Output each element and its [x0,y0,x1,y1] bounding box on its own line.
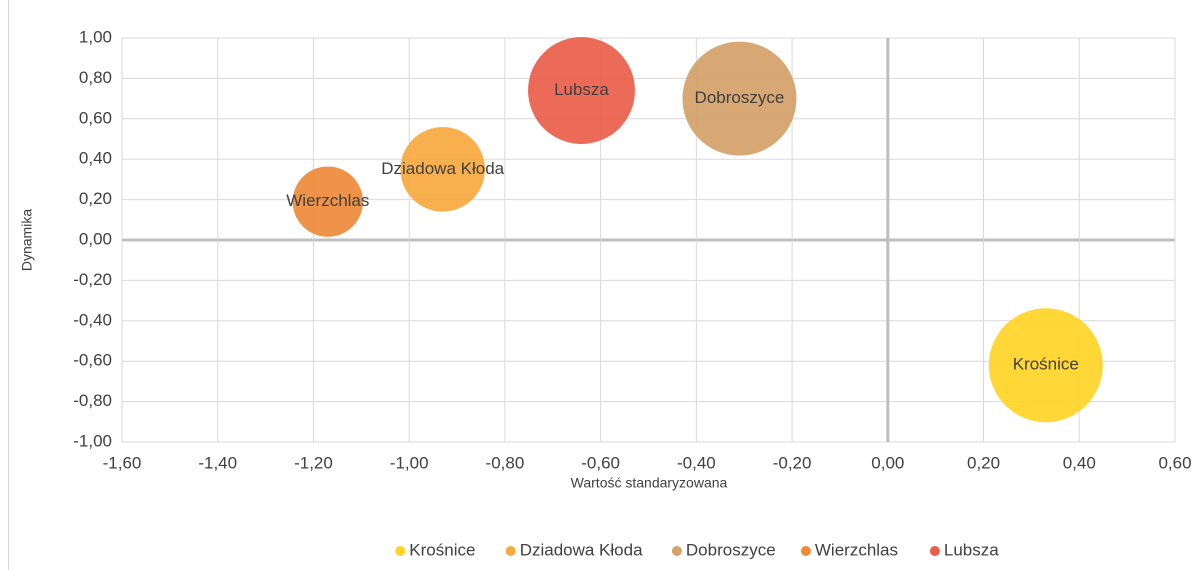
x-tick-label: -1,40 [198,453,237,472]
y-tick-label: -1,00 [73,431,112,450]
x-tick-label: -1,00 [390,453,429,472]
y-tick-label: -0,80 [73,391,112,410]
y-tick-label: -0,20 [73,270,112,289]
x-tick-label: -0,80 [486,453,525,472]
bubble [528,37,635,144]
legend-label: Wierzchlas [815,540,898,559]
x-tick-label: 0,20 [967,453,1000,472]
legend-marker [395,546,406,556]
x-tick-label: -0,20 [773,453,812,472]
legend-label: Lubsza [944,540,999,559]
data-label: Wierzchlas [286,191,369,210]
x-axis-title: Wartość standaryzowana [571,475,728,491]
bubble [988,308,1103,423]
y-tick-label: 0,80 [79,68,112,87]
data-label: Dobroszyce [695,88,785,107]
bubble [292,166,363,237]
y-tick-label: -0,40 [73,310,112,329]
x-tick-label: -0,60 [581,453,620,472]
data-label: Dziadowa Kłoda [381,159,504,178]
legend-marker [800,546,811,556]
bubble [400,127,485,212]
legend-marker [505,546,516,556]
legend-marker [929,546,940,556]
x-tick-label: -0,40 [677,453,716,472]
x-tick-label: 0,40 [1063,453,1096,472]
data-label: Lubsza [554,80,609,99]
legend-label: Dziadowa Kłoda [520,540,643,559]
x-tick-label: -1,20 [294,453,333,472]
bubble [682,41,797,156]
y-axis-title: Dynamika [19,209,35,271]
x-tick-label: -1,60 [103,453,142,472]
legend-label: Dobroszyce [686,540,776,559]
y-tick-label: -0,60 [73,351,112,370]
x-tick-label: 0,00 [871,453,904,472]
y-tick-label: 1,00 [79,27,112,46]
data-label: Krośnice [1013,355,1079,374]
legend-label: Krośnice [409,540,475,559]
y-tick-label: 0,00 [79,229,112,248]
y-tick-label: 0,60 [79,108,112,127]
x-tick-label: 0,60 [1158,453,1191,472]
y-tick-label: 0,40 [79,149,112,168]
legend-marker [671,546,682,556]
y-tick-label: 0,20 [79,189,112,208]
